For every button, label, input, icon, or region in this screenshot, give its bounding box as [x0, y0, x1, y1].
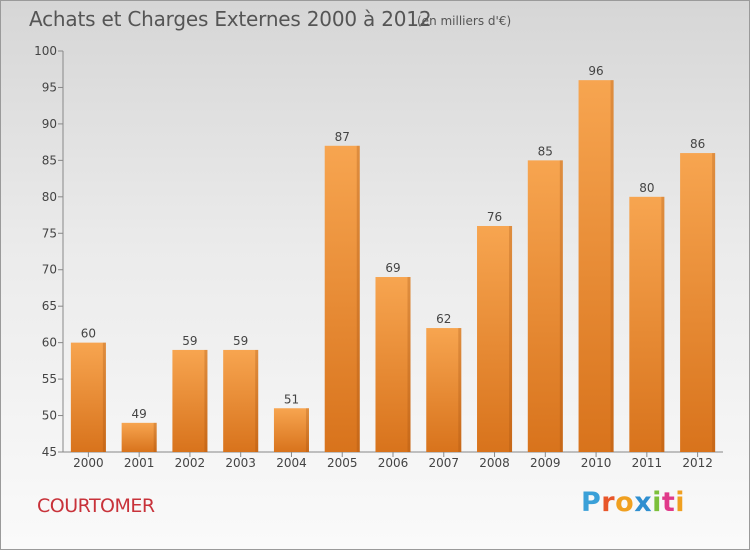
- bar-value-label: 87: [335, 130, 350, 144]
- bar: [578, 80, 614, 452]
- bar: [477, 225, 513, 452]
- bar-value-label: 59: [233, 334, 248, 348]
- bar-shade: [407, 277, 411, 452]
- bar: [223, 349, 259, 452]
- logo-letter: P: [581, 487, 602, 518]
- x-tick-label: 2009: [530, 456, 561, 470]
- bar-shade: [509, 225, 513, 452]
- logo-letter: o: [615, 487, 635, 518]
- commune-name: COURTOMER: [37, 495, 155, 517]
- x-tick-label: 2010: [581, 456, 612, 470]
- logo-letter: i: [675, 487, 686, 518]
- bar: [273, 408, 309, 452]
- chart-title: Achats et Charges Externes 2000 à 2012: [29, 7, 432, 31]
- bar: [121, 422, 157, 452]
- bar-value-label: 60: [81, 327, 96, 341]
- bar: [324, 145, 360, 453]
- proxiti-logo: Proxiti: [581, 487, 685, 518]
- logo-letter: x: [634, 487, 653, 518]
- y-tick-label: 50: [42, 409, 57, 423]
- y-tick-label: 80: [42, 190, 57, 204]
- bar-value-label: 86: [690, 137, 705, 151]
- bar-value-label: 51: [284, 392, 299, 406]
- x-tick-label: 2008: [479, 456, 510, 470]
- bar-value-label: 85: [538, 144, 553, 158]
- y-tick-label: 55: [42, 372, 57, 386]
- y-tick-label: 85: [42, 153, 57, 167]
- logo-letter: t: [661, 487, 676, 518]
- x-tick-label: 2012: [682, 456, 713, 470]
- x-tick-label: 2004: [276, 456, 307, 470]
- x-tick-label: 2005: [327, 456, 358, 470]
- y-tick-label: 60: [42, 336, 57, 350]
- logo-letter: i: [652, 487, 662, 518]
- x-tick-label: 2011: [632, 456, 663, 470]
- y-tick-label: 65: [42, 299, 57, 313]
- bar-shade: [204, 349, 208, 452]
- y-tick-label: 70: [42, 263, 57, 277]
- bar-value-label: 59: [182, 334, 197, 348]
- x-tick-label: 2001: [124, 456, 155, 470]
- logo-letter: r: [601, 487, 616, 518]
- x-tick-label: 2003: [225, 456, 256, 470]
- bar: [172, 349, 208, 452]
- x-tick-label: 2006: [378, 456, 409, 470]
- bar: [375, 277, 411, 452]
- bar-value-label: 69: [385, 261, 400, 275]
- bar-value-label: 96: [588, 64, 603, 78]
- bar-shade: [305, 408, 309, 452]
- bar: [426, 328, 462, 452]
- bar-value-label: 76: [487, 210, 502, 224]
- y-tick-label: 95: [42, 80, 57, 94]
- bar-shade: [661, 196, 665, 452]
- x-tick-label: 2007: [428, 456, 459, 470]
- chart-subtitle: (en milliers d'€): [417, 14, 512, 28]
- bar-shade: [712, 153, 716, 452]
- y-tick-label: 90: [42, 117, 57, 131]
- y-tick-label: 75: [42, 226, 57, 240]
- bar-value-label: 49: [132, 407, 147, 421]
- bar-value-label: 80: [639, 181, 654, 195]
- x-tick-label: 2000: [73, 456, 104, 470]
- bar-value-label: 62: [436, 312, 451, 326]
- bar-shade: [255, 349, 259, 452]
- bar: [70, 342, 106, 452]
- bar-shade: [559, 160, 563, 452]
- bar-shade: [356, 145, 360, 453]
- x-tick-label: 2002: [175, 456, 206, 470]
- bar-shade: [153, 422, 157, 452]
- bar: [680, 153, 716, 452]
- y-tick-label: 100: [34, 44, 57, 58]
- bar-shade: [102, 342, 106, 452]
- bar-shade: [458, 328, 462, 452]
- bar-shade: [610, 80, 614, 452]
- bar: [629, 196, 665, 452]
- bar: [527, 160, 563, 452]
- y-tick-label: 45: [42, 445, 57, 459]
